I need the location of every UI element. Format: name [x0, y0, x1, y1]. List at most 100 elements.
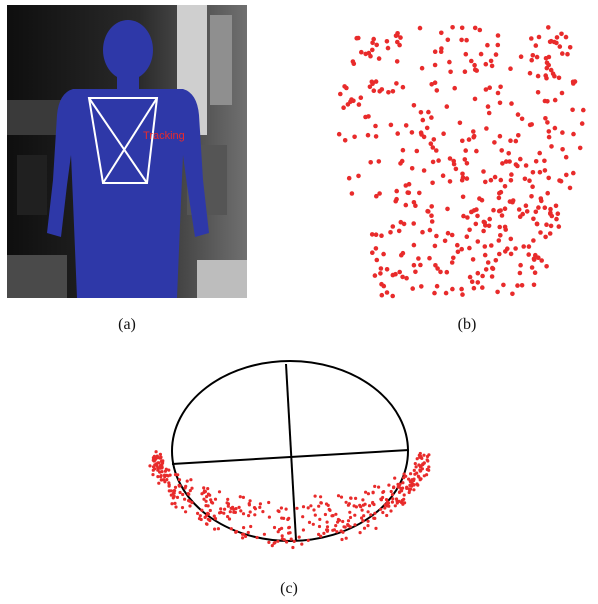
cloud-point: [485, 104, 491, 109]
cloud-point: [424, 125, 430, 131]
cloud-point: [216, 527, 220, 531]
cloud-point: [242, 526, 246, 530]
cloud-point: [175, 495, 180, 499]
cloud-point: [353, 523, 357, 527]
cloud-point: [495, 33, 501, 38]
point-cloud-c: [148, 450, 431, 550]
cloud-point: [544, 75, 549, 81]
cloud-point: [492, 140, 497, 145]
cloud-point: [373, 511, 377, 515]
cloud-point: [253, 507, 257, 511]
cloud-point: [348, 510, 352, 514]
cloud-point: [434, 88, 440, 93]
cloud-point: [213, 527, 217, 531]
cloud-point: [524, 209, 530, 214]
cloud-point: [487, 216, 492, 222]
cloud-point: [443, 290, 449, 296]
cloud-point: [495, 42, 501, 48]
cloud-point: [414, 148, 420, 154]
cloud-point: [559, 90, 565, 96]
cloud-point: [534, 221, 540, 227]
cloud-point: [188, 489, 192, 493]
cloud-point: [366, 492, 370, 496]
cloud-point: [412, 477, 416, 481]
cloud-point: [373, 123, 378, 129]
cloud-point: [451, 158, 456, 164]
cloud-point: [548, 223, 554, 229]
cloud-point: [334, 512, 338, 516]
cloud-point: [407, 477, 411, 481]
cloud-point: [543, 56, 549, 61]
cloud-point: [401, 486, 405, 490]
cloud-point: [295, 506, 299, 510]
cloud-point: [425, 208, 430, 214]
cloud-point: [545, 99, 550, 104]
cloud-point: [411, 103, 417, 108]
cloud-point: [400, 274, 405, 280]
cloud-point: [556, 75, 562, 81]
cloud-point: [325, 529, 329, 533]
cloud-point: [517, 270, 523, 276]
cloud-point: [462, 69, 468, 74]
cloud-point: [429, 213, 434, 218]
cloud-point: [516, 133, 521, 138]
cloud-point: [344, 536, 348, 540]
cloud-point: [394, 196, 399, 202]
cloud-point: [501, 282, 506, 288]
cloud-point: [151, 468, 155, 472]
cloud-point: [388, 230, 393, 235]
cloud-point: [226, 504, 230, 508]
cloud-point: [480, 273, 485, 279]
cloud-point: [563, 154, 569, 160]
cloud-point: [413, 472, 417, 476]
cloud-point: [419, 132, 424, 137]
cloud-point: [489, 63, 495, 69]
cloud-point: [232, 510, 236, 514]
cloud-point: [498, 177, 504, 183]
cloud-point: [420, 117, 426, 123]
cloud-point: [253, 513, 257, 517]
cloud-point: [291, 545, 295, 550]
cloud-point: [531, 238, 536, 243]
cloud-point: [203, 489, 207, 494]
cloud-point: [469, 279, 475, 285]
cloud-point: [546, 175, 551, 181]
cloud-point: [161, 461, 165, 465]
cloud-point: [242, 532, 246, 536]
cloud-point: [418, 455, 422, 459]
cloud-point: [270, 544, 274, 548]
cloud-point: [371, 36, 376, 42]
cloud-point: [180, 506, 185, 510]
cloud-point: [282, 516, 286, 520]
cloud-point: [394, 81, 399, 86]
cloud-point: [486, 110, 492, 116]
cloud-point: [209, 498, 213, 502]
cloud-point: [237, 505, 241, 509]
cloud-point: [158, 466, 162, 470]
cloud-point: [508, 178, 514, 183]
cloud-point: [387, 483, 391, 487]
cloud-point: [482, 252, 488, 258]
cloud-point: [508, 236, 514, 242]
cloud-point: [170, 502, 174, 506]
cloud-point: [510, 198, 516, 203]
cloud-point: [432, 62, 438, 68]
cloud-point: [487, 85, 492, 90]
cloud-point: [422, 461, 426, 465]
cloud-point: [460, 194, 466, 200]
cloud-point: [427, 227, 433, 233]
cloud-point: [417, 25, 423, 31]
cloud-point: [557, 44, 563, 49]
cloud-point: [390, 493, 395, 497]
cloud-point: [267, 540, 271, 544]
cloud-point: [552, 97, 558, 103]
cloud-point: [306, 506, 310, 510]
cloud-point: [393, 476, 397, 480]
cloud-point: [373, 484, 377, 488]
cloud-point: [405, 486, 409, 490]
cloud-point: [417, 190, 422, 196]
cloud-point: [440, 173, 446, 178]
cloud-point: [356, 173, 361, 179]
cloud-point: [379, 292, 385, 298]
cloud-point: [464, 161, 470, 166]
